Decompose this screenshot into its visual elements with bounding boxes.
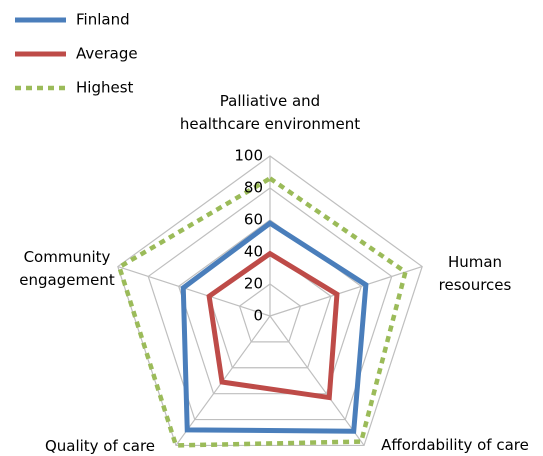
category-label: Quality of care — [45, 437, 155, 455]
category-label: Palliative and healthcare environment — [180, 92, 360, 133]
grid-ring — [147, 187, 393, 421]
legend-label: Highest — [76, 79, 134, 97]
spoke — [269, 265, 423, 317]
series-line — [206, 250, 340, 401]
spoke — [269, 315, 365, 446]
series-line — [180, 220, 369, 434]
category-label: Community engagement — [19, 248, 115, 289]
category-label: Human resources — [439, 253, 512, 294]
legend-label: Finland — [76, 11, 130, 29]
category-label: Affordability of care — [381, 436, 529, 454]
tick-label: 60 — [244, 211, 263, 229]
tick-label: 40 — [244, 243, 263, 261]
legend-label: Average — [76, 45, 138, 63]
grid-ring — [238, 283, 302, 343]
tick-label: 100 — [234, 147, 263, 165]
tick-label: 80 — [244, 179, 263, 197]
series-line — [116, 175, 409, 448]
tick-label: 20 — [244, 275, 263, 293]
tick-label: 0 — [253, 307, 263, 325]
spoke — [117, 265, 271, 317]
grid-ring — [177, 219, 363, 395]
